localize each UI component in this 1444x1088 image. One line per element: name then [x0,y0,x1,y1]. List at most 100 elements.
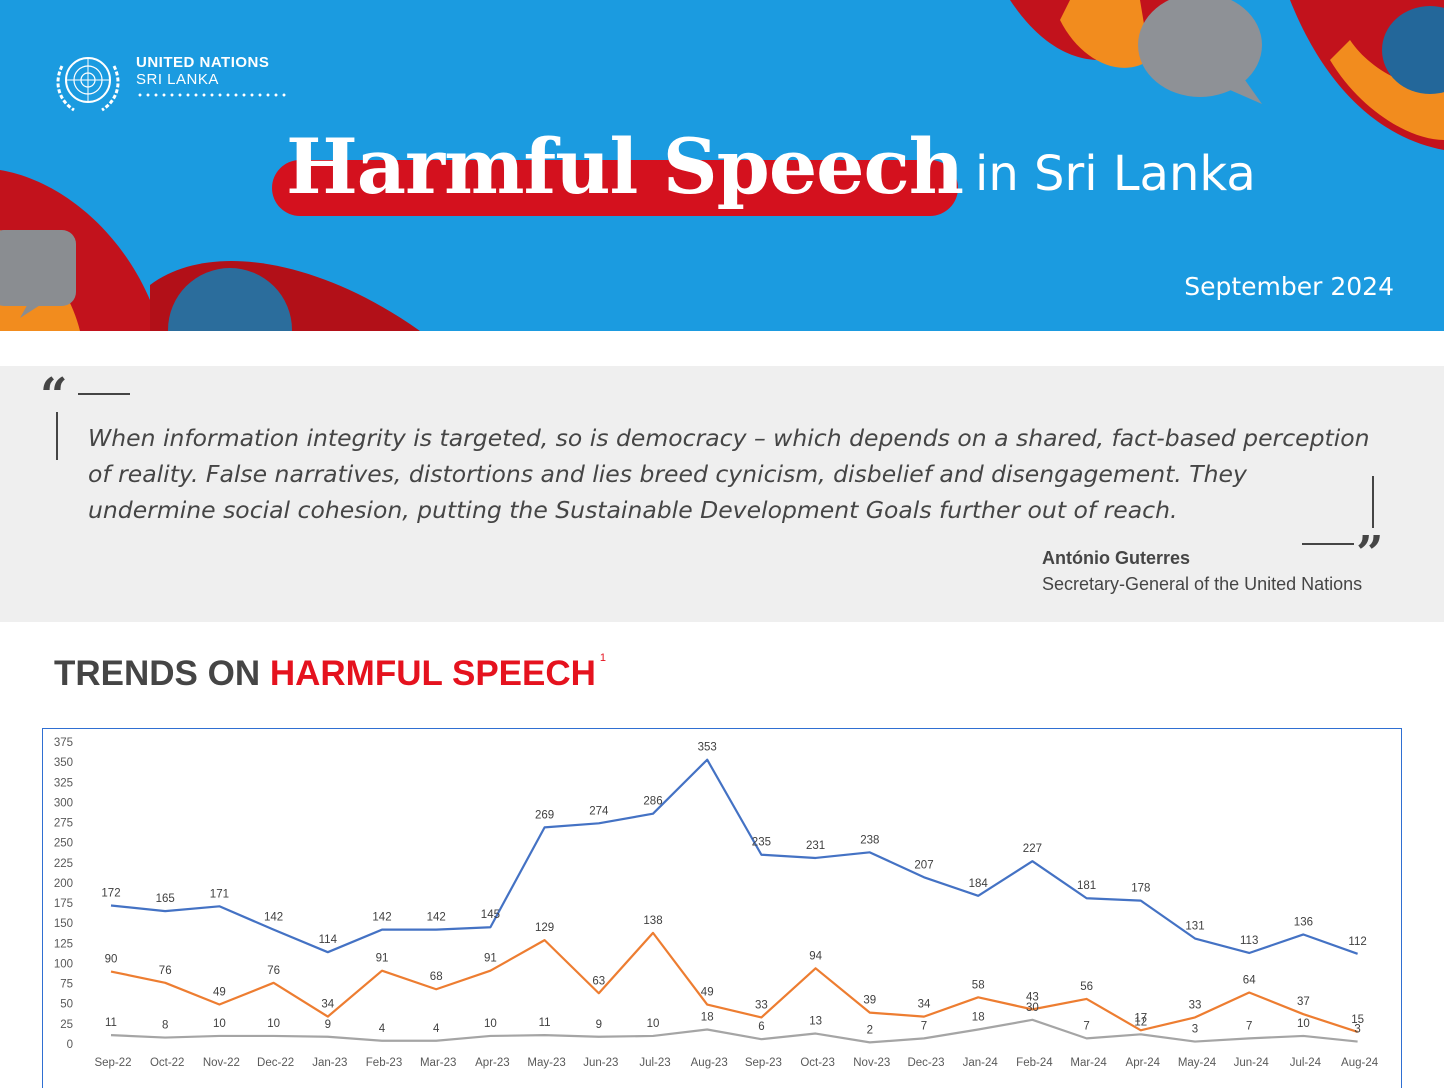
data-label: 171 [210,888,229,900]
data-label: 138 [643,915,662,927]
data-label: 235 [752,837,771,849]
data-label: 68 [430,971,443,983]
data-label: 6 [758,1021,764,1033]
data-label: 94 [809,950,822,962]
data-label: 113 [1240,935,1258,947]
data-label: 238 [860,834,879,846]
y-tick-label: 300 [54,797,73,809]
y-tick-label: 275 [54,818,73,830]
quote-author-role: Secretary-General of the United Nations [1042,574,1363,594]
y-tick-label: 325 [54,777,73,789]
data-label: 3 [1192,1024,1198,1036]
logo-dots-divider [136,93,288,97]
data-label: 165 [156,893,175,905]
x-tick-label: Jul-24 [1290,1057,1322,1069]
series-line-1 [110,758,1358,955]
x-tick-label: Jun-23 [583,1057,618,1069]
data-label: 112 [1348,936,1366,948]
data-label: 15 [1351,1014,1364,1026]
data-label: 114 [319,934,338,946]
data-label: 4 [433,1023,440,1035]
data-label: 10 [484,1018,497,1030]
report-date: September 2024 [1184,272,1394,301]
close-quote-icon: ” [1356,526,1384,582]
y-tick-label: 50 [60,999,73,1011]
data-label: 12 [1134,1016,1147,1028]
x-tick-label: May-23 [527,1057,565,1069]
data-label: 353 [698,742,717,754]
data-label: 9 [325,1019,331,1031]
data-label: 49 [213,987,226,999]
banner-decoration [0,0,1444,331]
data-label: 91 [484,953,497,965]
data-label: 7 [1083,1020,1089,1032]
x-tick-label: Feb-23 [366,1057,402,1069]
x-tick-label: Dec-22 [257,1057,294,1069]
data-label: 142 [264,912,283,924]
data-label: 11 [539,1017,551,1029]
data-label: 178 [1131,883,1150,895]
data-label: 207 [914,859,933,871]
y-tick-label: 125 [54,938,73,950]
section-title: TRENDS ON HARMFUL SPEECH 1 [54,652,606,694]
data-label: 39 [863,995,876,1007]
x-tick-label: May-24 [1178,1057,1217,1069]
x-tick-label: Aug-24 [1341,1057,1379,1069]
footnote-marker: 1 [599,652,607,664]
un-logo: UNITED NATIONS SRI LANKA [48,46,288,116]
page-subtitle: in Sri Lanka [975,146,1256,202]
y-tick-label: 0 [67,1039,73,1051]
data-label: 63 [592,975,605,987]
section-title-prefix: TRENDS ON [54,654,270,693]
data-label: 18 [701,1012,714,1024]
data-label: 64 [1243,974,1256,986]
y-tick-label: 350 [54,757,73,769]
data-label: 3 [1354,1024,1360,1036]
data-label: 136 [1294,916,1313,928]
x-tick-label: Apr-23 [475,1057,510,1069]
x-tick-label: Jan-23 [312,1057,347,1069]
x-tick-label: Aug-23 [691,1057,728,1069]
y-tick-label: 225 [54,858,73,870]
data-label: 269 [535,809,554,821]
un-emblem-icon [56,57,120,112]
data-label: 142 [427,912,446,924]
x-tick-label: Nov-23 [853,1057,890,1069]
quote-panel [0,366,1444,622]
data-label: 10 [267,1018,280,1030]
x-tick-label: Mar-23 [420,1057,456,1069]
data-label: 145 [481,909,500,921]
data-label: 90 [105,954,118,966]
data-label: 129 [535,922,554,934]
data-label: 9 [596,1019,602,1031]
data-label: 10 [213,1018,226,1030]
quote-divider [1372,476,1374,528]
data-label: 286 [643,796,662,808]
data-label: 34 [321,999,334,1011]
data-label: 13 [809,1016,822,1028]
y-tick-label: 100 [54,958,73,970]
data-label: 181 [1077,880,1096,892]
data-label: 18 [972,1012,985,1024]
data-label: 58 [972,979,985,991]
data-label: 142 [372,912,391,924]
x-tick-label: Oct-23 [800,1057,835,1069]
y-tick-label: 200 [54,878,73,890]
page-title: Harmful Speech [286,122,964,211]
x-tick-label: Feb-24 [1016,1057,1053,1069]
quote-divider [56,412,58,460]
y-tick-label: 175 [54,898,73,910]
section-title-accent: HARMFUL SPEECH [269,654,596,693]
data-label: 2 [867,1024,873,1036]
trend-chart: 0 25 50 75 100 125 150 175 200 225 250 275 300 325 350… [42,728,1402,1088]
quote-text: When information integrity is targeted, … [88,424,1370,524]
data-label: 10 [647,1018,660,1030]
open-quote-icon: “ [40,368,68,424]
x-tick-label: Oct-22 [150,1057,185,1069]
data-label: 4 [379,1023,386,1035]
data-label: 231 [806,840,825,852]
quote-author: António Guterres [1042,548,1191,568]
header-banner: UNITED NATIONS SRI LANKA Harmful Speech … [0,0,1444,331]
data-label: 184 [969,878,989,890]
series-line-2 [110,931,1358,1033]
